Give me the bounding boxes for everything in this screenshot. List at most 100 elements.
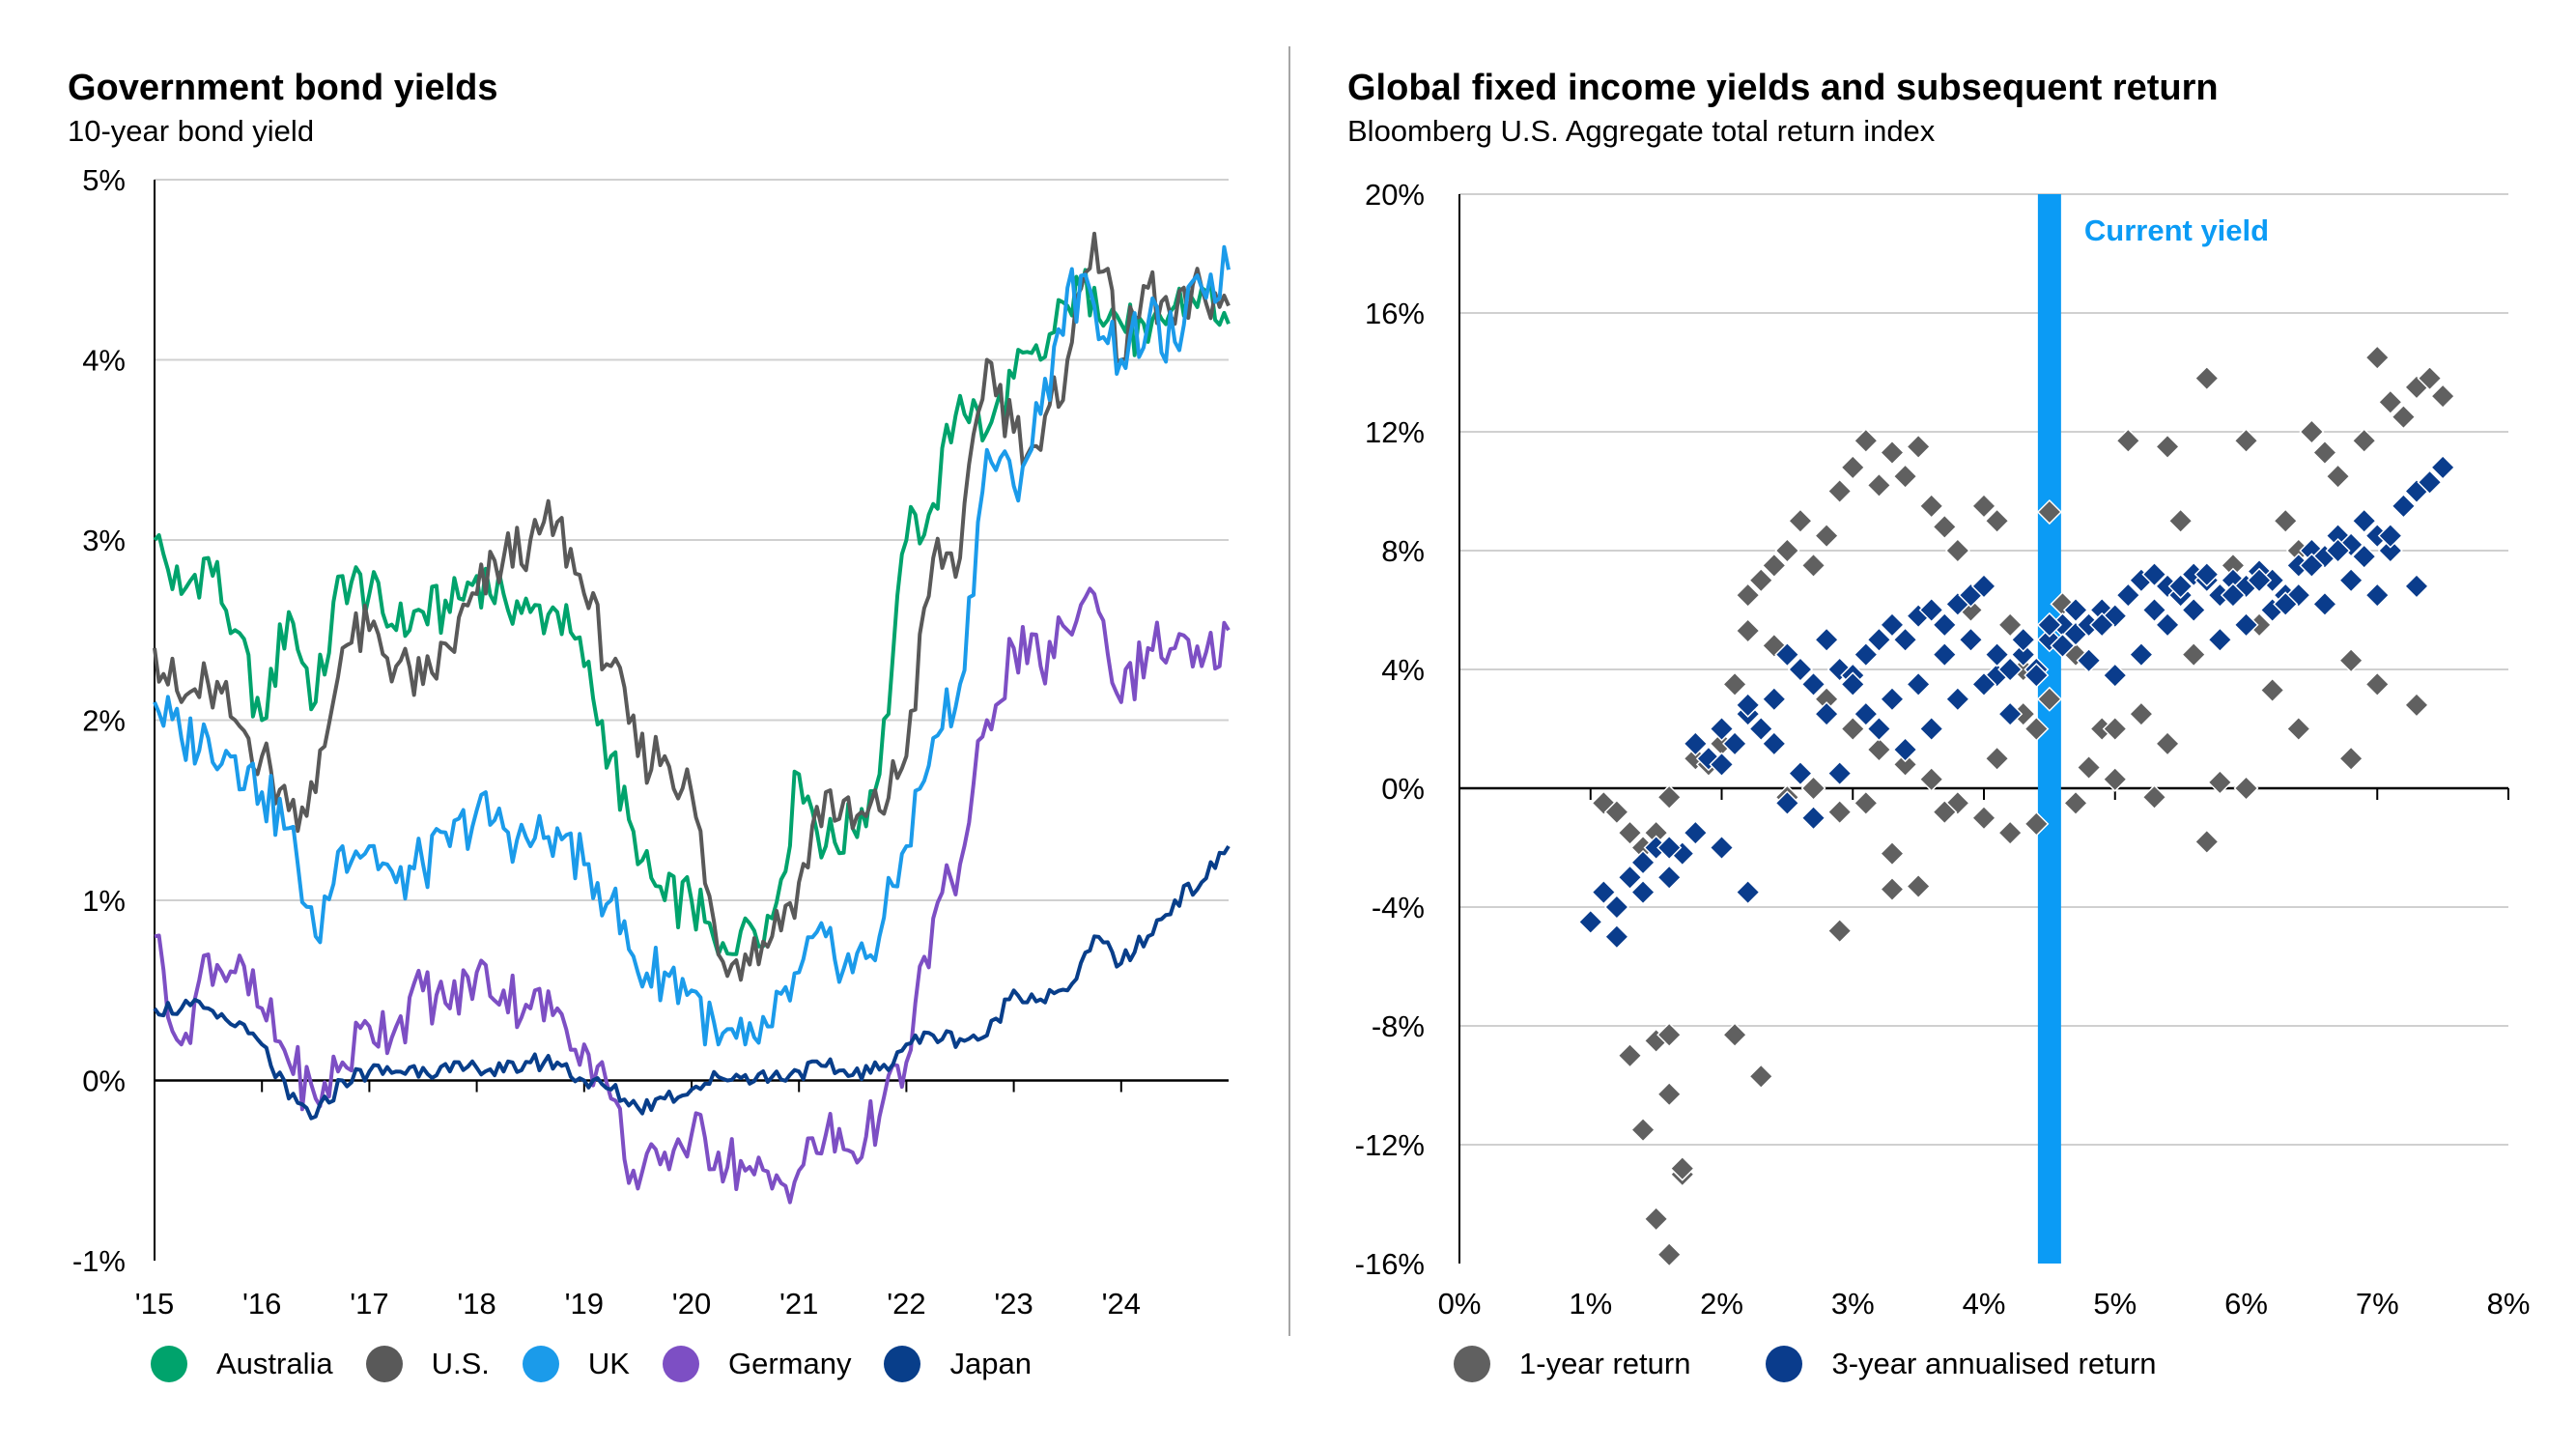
series-line-australia [153,268,1231,956]
legend-label: Germany [727,1347,852,1380]
point-3-year-annualised-return [1892,627,1918,653]
point-1-year-return [2338,746,2364,772]
point-3-year-annualised-return [1787,656,1814,683]
point-1-year-return [2207,769,2233,795]
x-tick-label: '24 [1102,1287,1141,1321]
point-3-year-annualised-return [2154,611,2181,638]
x-tick-label: 7% [2356,1287,2399,1321]
point-3-year-annualised-return [1814,627,1840,653]
point-3-year-annualised-return [2141,597,2167,623]
x-tick-label: 3% [1831,1287,1875,1321]
point-1-year-return [2194,829,2220,855]
y-tick-label: -1% [72,1244,126,1278]
point-3-year-annualised-return [1656,865,1683,891]
point-3-year-annualised-return [2351,508,2377,534]
point-1-year-return [2285,716,2311,742]
point-3-year-annualised-return [1984,641,2010,668]
y-tick-label: 0% [1381,772,1425,806]
point-3-year-annualised-return [1603,923,1629,950]
y-tick-label: 12% [1365,415,1425,449]
point-1-year-return [1800,553,1826,579]
point-1-year-return [1944,537,1970,564]
x-tick-label: '17 [350,1287,388,1321]
point-1-year-return [1906,434,1932,460]
point-3-year-annualised-return [2417,469,2443,496]
point-3-year-annualised-return [1879,611,1906,638]
point-1-year-return [1656,1081,1683,1107]
point-1-year-return [1918,493,1944,519]
x-tick-label: '22 [887,1287,925,1321]
point-1-year-return [1814,523,1840,549]
point-1-year-return [2128,701,2154,727]
point-3-year-annualised-return [2102,663,2128,689]
current-yield-label: Current yield [2084,213,2269,247]
legend-item-1-year-return: 1-year return [1454,1346,1690,1382]
point-3-year-annualised-return [2351,544,2377,570]
fixed-income-yields-panel: Global fixed income yields and subsequen… [1289,0,2576,1449]
point-3-year-annualised-return [2325,537,2351,564]
point-1-year-return [1735,582,1761,609]
point-1-year-return [2194,365,2220,391]
legend-marker [365,1346,403,1382]
y-tick-label: 0% [82,1065,126,1098]
y-tick-label: 4% [82,344,126,378]
legend-marker [1766,1346,1803,1382]
point-3-year-annualised-return [2391,493,2417,519]
point-3-year-annualised-return [1970,573,1997,599]
point-3-year-annualised-return [1826,760,1853,786]
series-line-germany [154,586,1231,1205]
x-tick-label: '15 [135,1287,174,1321]
point-1-year-return [1774,537,1800,564]
legend-marker [522,1346,559,1382]
point-3-year-annualised-return [1997,701,2024,727]
point-1-year-return [1840,716,1866,742]
point-1-year-return [2154,434,2181,460]
point-3-year-annualised-return [2364,582,2391,609]
y-tick-label: 4% [1381,653,1425,687]
point-3-year-annualised-return [1774,641,1800,668]
point-1-year-return [2167,508,2194,534]
point-3-year-annualised-return [1722,730,1748,756]
point-3-year-annualised-return [1814,701,1840,727]
right-legend: 1-year return 3-year annualised return [1454,1346,2232,1382]
point-1-year-return [2417,365,2443,391]
point-1-year-return [1984,746,2010,772]
point-3-year-annualised-return [1970,671,1997,697]
point-3-year-annualised-return [1932,641,1958,668]
y-tick-label: 1% [82,884,126,918]
point-3-year-annualised-return [2207,627,2233,653]
point-3-year-annualised-return [2076,647,2102,673]
legend-item-3-year-annualised-return: 3-year annualised return [1766,1346,2157,1382]
series-line-u-s [153,231,1231,982]
point-3-year-annualised-return [1709,752,1735,778]
y-tick-label: -4% [1372,891,1425,924]
point-3-year-annualised-return [1683,820,1709,846]
legend-item-uk: UK [522,1346,630,1382]
point-1-year-return [1918,766,1944,792]
point-1-year-return [2403,692,2430,718]
point-1-year-return [1932,799,1958,825]
point-1-year-return [1603,799,1629,825]
point-1-year-return [1826,799,1853,825]
point-3-year-annualised-return [2089,611,2115,638]
left-legend: Australia U.S. UK Germany Japan [151,1346,1064,1382]
y-tick-label: -16% [1355,1247,1425,1281]
point-1-year-return [1879,440,1906,466]
point-1-year-return [1840,454,1866,480]
legend-item-japan: Japan [884,1346,1032,1382]
point-3-year-annualised-return [2299,553,2325,579]
point-1-year-return [1787,508,1814,534]
x-tick-label: '19 [565,1287,604,1321]
point-1-year-return [2036,686,2062,712]
point-1-year-return [1800,775,1826,802]
yields-vs-return-scatter-chart: -16% -12% -8% -4% 0% 4% 8% 12% 16% 20% 0% 1% 2% 3% 4% 5… [1355,178,2531,1321]
point-3-year-annualised-return [1656,835,1683,861]
point-1-year-return [1748,567,1774,593]
point-1-year-return [1656,784,1683,810]
point-3-year-annualised-return [1918,597,1944,623]
y-tick-label: -8% [1372,1009,1425,1043]
point-3-year-annualised-return [1944,686,1970,712]
left-chart-title: Government bond yields [68,68,498,108]
legend-marker [1454,1346,1490,1382]
y-tick-label: -12% [1355,1128,1425,1162]
